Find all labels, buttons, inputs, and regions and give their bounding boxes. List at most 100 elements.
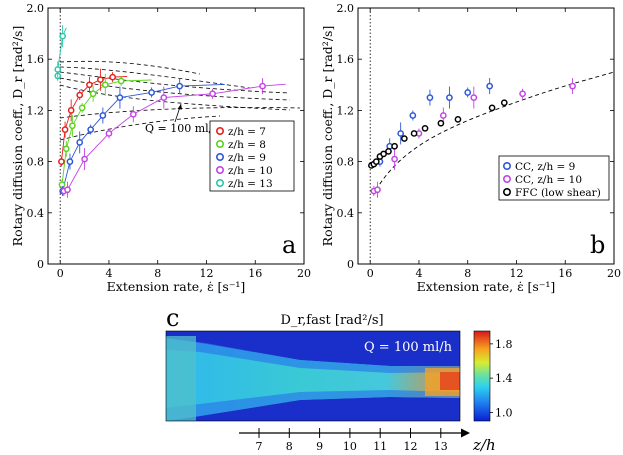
xtick-label: 8 <box>154 267 161 280</box>
data-point <box>426 94 434 101</box>
ytick-label: 1.2 <box>337 104 355 117</box>
data-point <box>89 90 97 98</box>
legend-label: z/h = 9 <box>228 152 266 164</box>
panel-b-fit-curve <box>375 71 614 191</box>
legend-label: z/h = 8 <box>228 139 266 151</box>
data-point <box>409 112 417 119</box>
data-point <box>129 110 137 118</box>
data-point <box>105 130 113 137</box>
xtick-label: 12 <box>199 267 213 280</box>
data-point <box>58 158 65 165</box>
data-point <box>439 112 447 119</box>
colorbar-tick-label: 1.8 <box>495 338 513 351</box>
xtick-label: 20 <box>607 267 621 280</box>
data-point <box>488 104 496 112</box>
panel-a-ylabel: Rotary diffusion coeff., D_r [rad²/s] <box>10 26 25 247</box>
data-point <box>61 126 69 133</box>
data-point <box>464 89 472 96</box>
heatmap-title: D_r,fast [rad²/s] <box>280 313 383 328</box>
data-point <box>66 158 74 165</box>
panel-a-xlabel: Extension rate, ε̇ [s⁻¹] <box>107 279 246 294</box>
fit-line <box>62 84 225 192</box>
data-point <box>99 112 107 119</box>
data-point <box>446 94 453 101</box>
data-point <box>67 107 75 114</box>
data-point <box>81 155 88 163</box>
data-point <box>109 73 116 81</box>
data-point <box>437 119 445 127</box>
data-point <box>486 82 494 90</box>
data-point <box>76 91 84 99</box>
data-point <box>500 99 508 107</box>
panel-label-b: b <box>590 231 605 259</box>
panel-b-frame <box>357 7 615 265</box>
data-point <box>176 82 184 90</box>
heatmap-annotation: Q = 100 ml/h <box>364 340 453 355</box>
guide-curve <box>59 115 221 141</box>
data-point <box>117 77 125 85</box>
zh-ticks: 7 8 9 10 11 12 13 <box>256 428 448 453</box>
legend-marker <box>216 179 225 188</box>
xtick-label: 4 <box>415 267 422 280</box>
data-point <box>54 66 62 73</box>
annotation-arrowhead <box>177 104 182 110</box>
legend-label: CC, z/h = 10 <box>515 174 582 186</box>
xtick-label: 16 <box>248 267 262 280</box>
data-point <box>62 145 70 153</box>
zh-tick-label: 10 <box>343 440 357 453</box>
legend-marker <box>216 140 225 149</box>
legend-label: z/h = 13 <box>228 178 273 190</box>
data-point <box>385 148 392 155</box>
zh-tick-label: 8 <box>286 440 293 453</box>
panel-b-legend <box>498 155 610 201</box>
xtick-label: 4 <box>105 267 112 280</box>
data-point <box>372 158 380 165</box>
panel-b-xlabel: Extension rate, ε̇ [s⁻¹] <box>417 279 556 294</box>
colorbar-ticks: 1.0 1.4 1.8 <box>490 338 513 419</box>
data-point <box>86 81 93 89</box>
panel-a-frame <box>47 7 305 265</box>
legend-marker <box>502 175 511 184</box>
data-point <box>380 150 387 158</box>
data-point <box>410 130 418 137</box>
legend-marker <box>502 188 511 197</box>
legend-label: CC, z/h = 9 <box>515 161 575 173</box>
heatmap-outlet-hot <box>440 372 460 390</box>
zh-axis-label: z/h <box>472 436 496 454</box>
data-point <box>391 155 398 163</box>
panel-b-yticks: 0 0.4 0.8 1.2 1.6 2.0 <box>337 2 614 271</box>
data-point <box>397 130 405 137</box>
panel-label-a: a <box>282 231 296 259</box>
xtick-label: 0 <box>367 267 374 280</box>
panel-b-xticks: 0 4 8 12 16 20 <box>367 8 621 280</box>
zh-tick-label: 7 <box>256 440 263 453</box>
colorbar-tick-label: 1.4 <box>495 372 513 385</box>
ytick-label: 1.2 <box>27 104 45 117</box>
ytick-label: 0.4 <box>337 207 355 220</box>
data-point <box>470 94 478 101</box>
panel-a-legend-entries: z/h = 7z/h = 8z/h = 9z/h = 10z/h = 13 <box>216 126 273 190</box>
data-point <box>374 186 381 194</box>
panel-c: c D_r,fast [rad²/s] Q = 100 ml/h 1.01.41… <box>165 304 513 454</box>
ytick-label: 0.8 <box>337 156 355 169</box>
data-point <box>160 94 168 101</box>
zh-tick-label: 13 <box>434 440 448 453</box>
legend-marker <box>216 127 225 136</box>
panel-b: 0 0.4 0.8 1.2 1.6 2.0 0 4 8 12 16 20 CC, z/h = 9CC… <box>320 2 621 294</box>
legend-label: FFC (low shear) <box>515 187 601 199</box>
data-point <box>116 94 124 101</box>
legend-marker <box>216 166 225 175</box>
data-point <box>569 82 576 90</box>
panel-b-points <box>368 78 576 198</box>
legend-label: z/h = 7 <box>228 126 266 138</box>
data-point <box>69 122 76 130</box>
zh-tick-label: 9 <box>316 440 323 453</box>
guide-curve <box>59 84 291 111</box>
heatmap-image <box>166 331 460 421</box>
colorbar-tick-label: 1.0 <box>495 406 513 419</box>
panel-a-xticks: 0 4 8 12 16 20 <box>57 8 311 280</box>
panel-a-legend <box>209 120 295 192</box>
panel-b-ylabel: Rotary diffusion coeff., D_r [rad²/s] <box>320 26 335 247</box>
